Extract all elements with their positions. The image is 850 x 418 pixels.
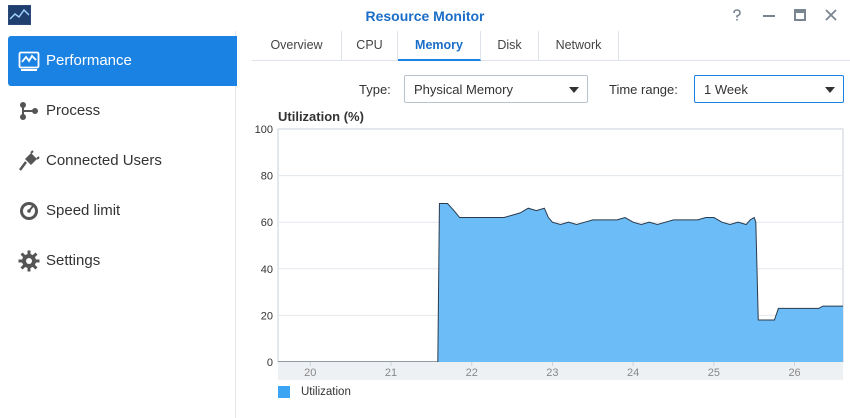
y-tick-label: 0 — [267, 357, 273, 369]
y-tick-label: 100 — [255, 124, 273, 136]
chevron-down-icon — [569, 87, 579, 93]
minimize-icon[interactable] — [759, 5, 779, 25]
x-tick-label: 24 — [627, 367, 639, 379]
tab-overview[interactable]: Overview — [252, 31, 342, 61]
x-tick-label: 22 — [466, 367, 478, 379]
sidebar-item-settings[interactable]: Settings — [8, 236, 248, 286]
maximize-icon[interactable] — [790, 5, 810, 25]
x-tick-label: 25 — [708, 367, 720, 379]
sidebar-item-speed-limit[interactable]: Speed limit — [8, 186, 248, 236]
type-select[interactable]: Physical Memory — [404, 75, 588, 103]
legend-label: Utilization — [301, 386, 351, 398]
chevron-down-icon — [825, 87, 835, 93]
sidebar-item-performance[interactable]: Performance — [8, 36, 248, 86]
x-tick-label: 21 — [385, 367, 397, 379]
window-title: Resource Monitor — [365, 8, 485, 24]
sidebar: Performance Process Connected Users Spee… — [0, 31, 248, 418]
sidebar-item-label: Connected Users — [46, 152, 162, 169]
main-content: Overview CPU Memory Disk Network Type: P… — [237, 31, 850, 418]
sidebar-item-label: Settings — [46, 252, 101, 269]
time-range-select-value: 1 Week — [704, 82, 748, 97]
resource-monitor-app-icon — [8, 5, 31, 25]
title-bar: Resource Monitor — [0, 0, 850, 31]
performance-icon — [18, 51, 40, 71]
utilization-area — [278, 203, 843, 362]
sidebar-item-connected-users[interactable]: Connected Users — [8, 136, 248, 186]
utilization-line — [278, 203, 843, 363]
type-label: Type: — [359, 82, 391, 97]
x-axis-band — [278, 362, 843, 380]
chart-title: Utilization (%) — [278, 109, 364, 124]
process-icon — [20, 102, 38, 120]
speed-icon — [20, 202, 38, 220]
tab-memory[interactable]: Memory — [398, 31, 481, 61]
y-tick-label: 80 — [261, 171, 273, 183]
sidebar-item-label: Speed limit — [46, 202, 121, 219]
tab-cpu[interactable]: CPU — [342, 31, 398, 61]
tab-bar: Overview CPU Memory Disk Network — [252, 31, 850, 61]
close-icon[interactable] — [821, 5, 841, 25]
tab-disk[interactable]: Disk — [481, 31, 539, 61]
x-tick-label: 26 — [788, 367, 800, 379]
type-select-value: Physical Memory — [414, 82, 513, 97]
time-range-select[interactable]: 1 Week — [694, 75, 844, 103]
gear-icon — [18, 250, 40, 272]
plug-icon — [19, 150, 40, 171]
y-tick-label: 20 — [261, 310, 273, 322]
x-tick-label: 23 — [546, 367, 558, 379]
utilization-chart: 0 20 40 60 80 100 20 21 22 23 24 25 26 — [255, 124, 844, 380]
sidebar-item-process[interactable]: Process — [8, 86, 248, 136]
x-tick-label: 20 — [304, 367, 316, 379]
y-tick-label: 60 — [261, 217, 273, 229]
y-tick-label: 40 — [261, 264, 273, 276]
sidebar-item-label: Process — [46, 102, 101, 119]
help-icon[interactable] — [727, 5, 747, 25]
tab-network[interactable]: Network — [539, 31, 619, 61]
time-range-label: Time range: — [609, 82, 678, 97]
sidebar-item-label: Performance — [46, 52, 132, 69]
legend-swatch[interactable] — [278, 386, 290, 398]
